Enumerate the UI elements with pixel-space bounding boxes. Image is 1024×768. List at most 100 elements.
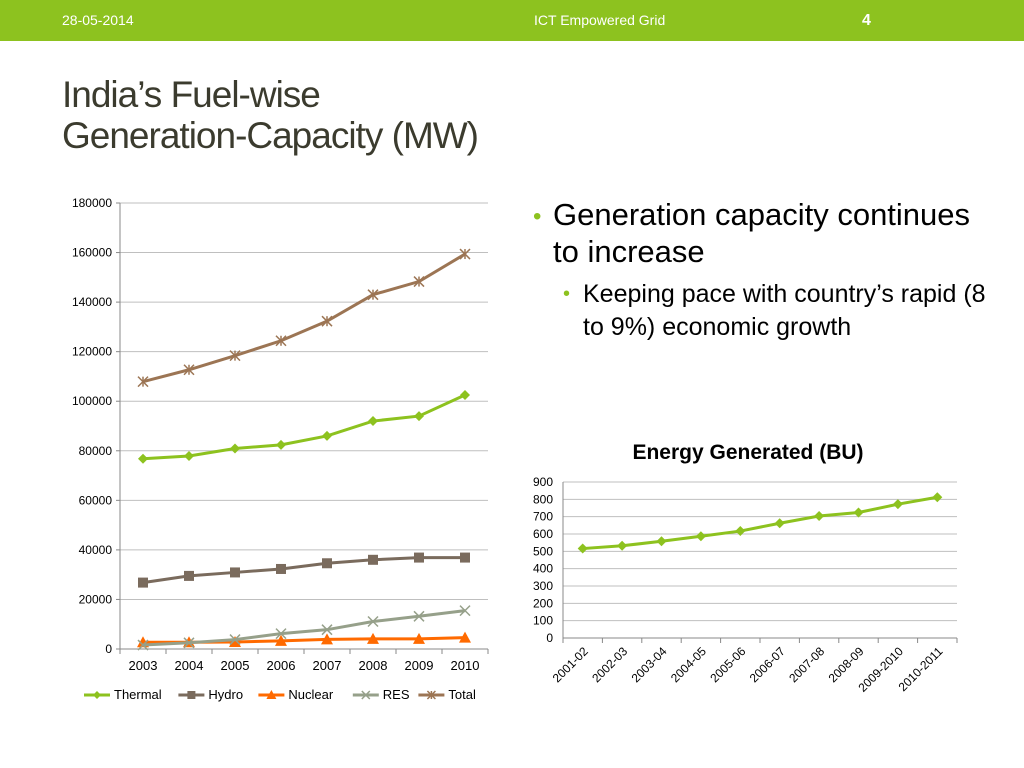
legend-marker bbox=[187, 691, 196, 699]
data-point-thermal bbox=[184, 450, 194, 461]
data-point-total bbox=[229, 350, 241, 362]
x-tick-label: 2005-06 bbox=[707, 644, 748, 685]
data-point-total bbox=[413, 276, 425, 288]
bullet-text: Generation capacity continues to increas… bbox=[553, 197, 971, 269]
x-tick-label: 2007 bbox=[313, 658, 342, 673]
data-point-res bbox=[183, 637, 195, 649]
sub-bullet-item: • Keeping pace with country’s rapid (8 t… bbox=[563, 278, 993, 344]
data-point-thermal bbox=[276, 439, 286, 450]
data-point-res bbox=[229, 634, 241, 646]
legend-marker bbox=[266, 690, 277, 699]
legend-marker bbox=[361, 690, 371, 700]
y-tick-label: 160000 bbox=[72, 246, 112, 260]
y-tick-label: 700 bbox=[533, 510, 553, 524]
y-tick-label: 400 bbox=[533, 562, 553, 576]
x-tick-label: 2002-03 bbox=[589, 644, 630, 685]
top-banner: 28-05-2014 ICT Empowered Grid 4 bbox=[0, 0, 1024, 41]
series-line-total bbox=[142, 252, 466, 384]
data-point-res bbox=[459, 605, 471, 617]
data-point-res bbox=[137, 639, 149, 651]
data-point-energy bbox=[617, 540, 628, 551]
y-tick-label: 0 bbox=[546, 631, 553, 645]
legend-marker bbox=[93, 691, 101, 699]
data-point-nuclear bbox=[413, 632, 425, 644]
x-tick-label: 2005 bbox=[221, 658, 250, 673]
x-tick-label: 2008 bbox=[359, 658, 388, 673]
legend-item-res: RES bbox=[352, 687, 410, 702]
data-point-hydro bbox=[276, 563, 286, 574]
legend-label: Nuclear bbox=[288, 687, 333, 702]
data-point-total bbox=[367, 289, 379, 301]
x-tick-label: 2006-07 bbox=[747, 644, 788, 685]
data-point-energy bbox=[577, 543, 588, 554]
data-point-thermal bbox=[460, 390, 470, 401]
y-tick-label: 80000 bbox=[79, 444, 113, 458]
footer-title: ICT Empowered Grid bbox=[534, 12, 666, 28]
data-point-energy bbox=[853, 507, 864, 518]
y-tick-label: 900 bbox=[533, 475, 553, 489]
y-tick-label: 0 bbox=[105, 642, 112, 656]
bullet-dot-icon: • bbox=[563, 283, 571, 305]
legend-label: Total bbox=[448, 687, 476, 702]
data-point-energy bbox=[695, 531, 706, 542]
y-tick-label: 60000 bbox=[79, 493, 113, 507]
data-point-energy bbox=[735, 526, 746, 537]
y-tick-label: 800 bbox=[533, 492, 553, 506]
data-point-nuclear bbox=[229, 636, 241, 648]
data-point-thermal bbox=[322, 430, 332, 441]
data-point-energy bbox=[814, 510, 825, 521]
y-tick-label: 100 bbox=[533, 614, 553, 628]
data-point-total bbox=[321, 315, 333, 327]
data-point-hydro bbox=[322, 558, 332, 569]
x-tick-label: 2009 bbox=[405, 658, 434, 673]
data-point-thermal bbox=[230, 443, 240, 454]
data-point-total bbox=[275, 335, 287, 347]
data-point-thermal bbox=[414, 411, 424, 422]
series-line-res bbox=[142, 609, 466, 647]
data-point-res bbox=[321, 624, 333, 636]
data-point-hydro bbox=[138, 577, 148, 588]
series-line-energy bbox=[582, 495, 938, 551]
data-point-energy bbox=[892, 499, 903, 510]
series-line-hydro bbox=[142, 556, 465, 585]
data-point-total bbox=[183, 364, 195, 376]
y-tick-label: 100000 bbox=[72, 394, 112, 408]
data-point-hydro bbox=[230, 567, 240, 578]
data-point-nuclear bbox=[275, 634, 287, 646]
x-tick-label: 2004 bbox=[175, 658, 204, 673]
sub-bullet-text: Keeping pace with country’s rapid (8 to … bbox=[583, 280, 986, 341]
slide-title-line-1: India’s Fuel-wise bbox=[62, 74, 321, 115]
slide-number: 4 bbox=[862, 12, 871, 29]
data-point-thermal bbox=[138, 453, 148, 464]
x-tick-label: 2003 bbox=[129, 658, 158, 673]
legend-label: RES bbox=[383, 687, 410, 702]
x-tick-label: 2003-04 bbox=[629, 644, 670, 685]
slide-title: India’s Fuel-wise Generation-Capacity (M… bbox=[62, 74, 479, 156]
chart-title: Energy Generated (BU) bbox=[632, 441, 863, 464]
legend-label: Hydro bbox=[208, 687, 243, 702]
series-line-thermal bbox=[142, 393, 466, 461]
data-point-res bbox=[275, 628, 287, 640]
y-tick-label: 200 bbox=[533, 596, 553, 610]
x-tick-label: 2007-08 bbox=[786, 644, 827, 685]
data-point-energy bbox=[774, 518, 785, 529]
y-tick-label: 20000 bbox=[79, 592, 113, 606]
legend-marker bbox=[426, 690, 436, 700]
slide-title-line-2: Generation-Capacity (MW) bbox=[62, 115, 479, 156]
data-point-hydro bbox=[460, 552, 470, 563]
data-point-energy bbox=[656, 536, 667, 547]
y-tick-label: 600 bbox=[533, 527, 553, 541]
y-tick-label: 500 bbox=[533, 544, 553, 558]
x-tick-label: 2004-05 bbox=[668, 644, 709, 685]
legend-item-total: Total bbox=[418, 687, 476, 702]
data-point-res bbox=[413, 610, 425, 622]
data-point-nuclear bbox=[367, 632, 379, 644]
data-point-hydro bbox=[368, 554, 378, 565]
data-point-nuclear bbox=[321, 633, 333, 645]
y-tick-label: 40000 bbox=[79, 543, 113, 557]
bullet-dot-icon: • bbox=[533, 203, 542, 230]
x-tick-label: 2006 bbox=[267, 658, 296, 673]
y-tick-label: 180000 bbox=[72, 196, 112, 210]
data-point-energy bbox=[932, 492, 943, 503]
